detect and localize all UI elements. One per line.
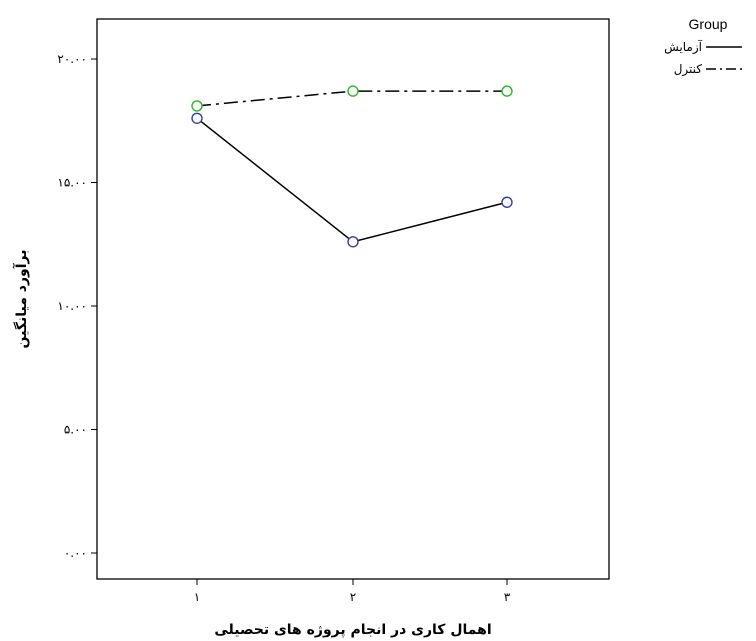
y-tick-label: ۱۰.۰۰ [57, 299, 87, 313]
plot-frame [96, 18, 610, 580]
data-point [501, 196, 513, 208]
x-axis-title: اهمال کاری در انجام پروژه های تحصیلی [214, 622, 491, 638]
data-point [347, 85, 359, 97]
legend-label: آزمایش [664, 39, 703, 55]
legend-title: Group [689, 16, 728, 32]
legend: Group آزمایش کنترل [664, 16, 742, 77]
x-tick-label: ۳ [504, 590, 511, 604]
data-point [191, 100, 203, 112]
series-layer [191, 85, 513, 248]
data-point [191, 112, 203, 124]
y-tick-label: ۵.۰۰ [64, 423, 87, 437]
series-line-0 [196, 117, 508, 243]
legend-label: کنترل [674, 62, 703, 77]
data-point [501, 85, 513, 97]
y-tick-label: ۲۰.۰۰ [57, 52, 87, 66]
data-point [347, 236, 359, 248]
y-tick-label: ۱۵.۰۰ [57, 176, 87, 190]
y-tick-label: ۰.۰۰ [64, 546, 87, 560]
y-axis-title: برآورد میانگین [12, 250, 30, 349]
y-axis: ۰.۰۰ ۵.۰۰ ۱۰.۰۰ ۱۵.۰۰ ۲۰.۰۰ [57, 52, 97, 560]
x-tick-label: ۱ [194, 590, 200, 604]
x-tick-label: ۲ [350, 590, 356, 604]
x-axis: ۱ ۲ ۳ [194, 579, 511, 604]
